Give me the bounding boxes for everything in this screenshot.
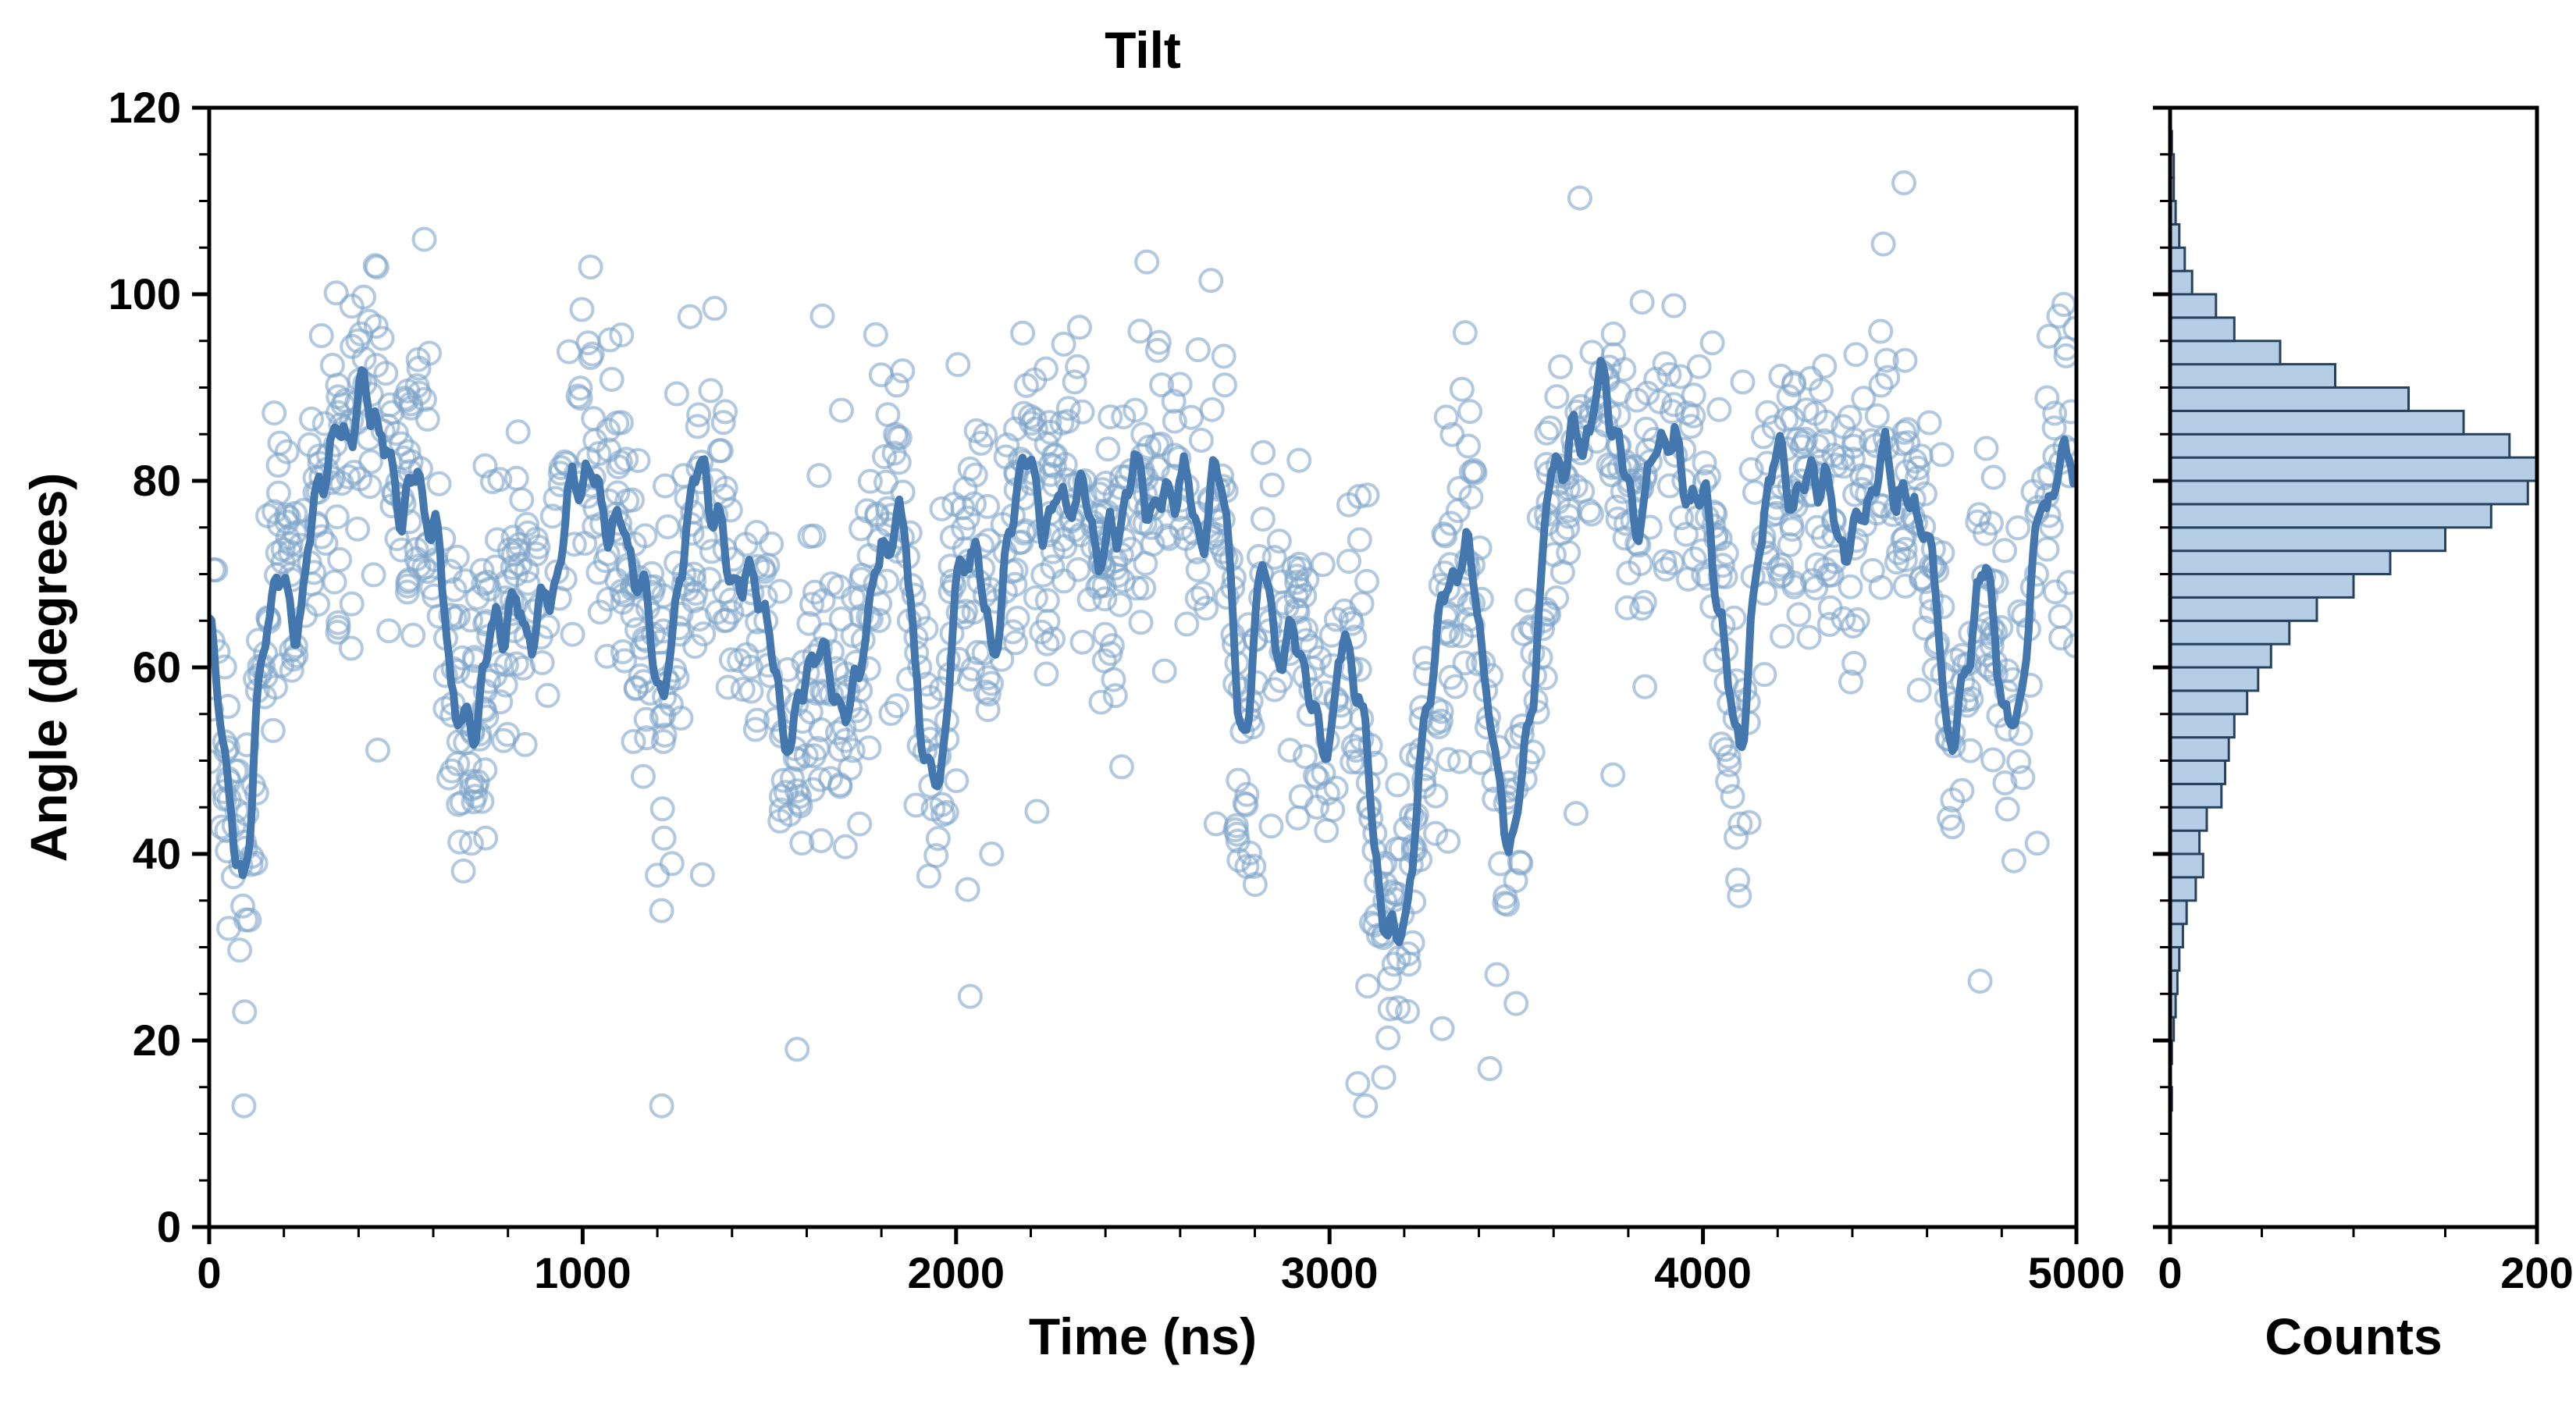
axes: 0 1000 2000 3000 4000 5000 0 20 40 60 80 100 120 0 200 <box>109 83 2574 1297</box>
svg-text:0: 0 <box>157 1202 181 1251</box>
svg-text:3000: 3000 <box>1281 1248 1379 1297</box>
svg-text:2000: 2000 <box>908 1248 1005 1297</box>
svg-text:5000: 5000 <box>2028 1248 2126 1297</box>
x-axis-label: Time (ns) <box>1028 1307 1258 1365</box>
scatter-points <box>209 170 2076 1119</box>
svg-text:4000: 4000 <box>1654 1248 1752 1297</box>
svg-text:80: 80 <box>133 456 181 505</box>
svg-text:120: 120 <box>109 83 181 132</box>
svg-text:20: 20 <box>133 1016 181 1065</box>
histogram-bars <box>2170 130 2537 1112</box>
svg-text:60: 60 <box>133 642 181 692</box>
running-average-line <box>209 357 2076 947</box>
svg-text:0: 0 <box>2158 1248 2182 1297</box>
svg-text:1000: 1000 <box>534 1248 632 1297</box>
y-axis-label: Angle (degrees) <box>20 472 77 863</box>
svg-text:0: 0 <box>197 1248 221 1297</box>
svg-text:200: 200 <box>2500 1248 2573 1297</box>
svg-text:100: 100 <box>109 269 181 318</box>
chart-title: Tilt <box>1105 21 1181 79</box>
svg-text:40: 40 <box>133 829 181 878</box>
hist-x-axis-label: Counts <box>2265 1307 2443 1365</box>
